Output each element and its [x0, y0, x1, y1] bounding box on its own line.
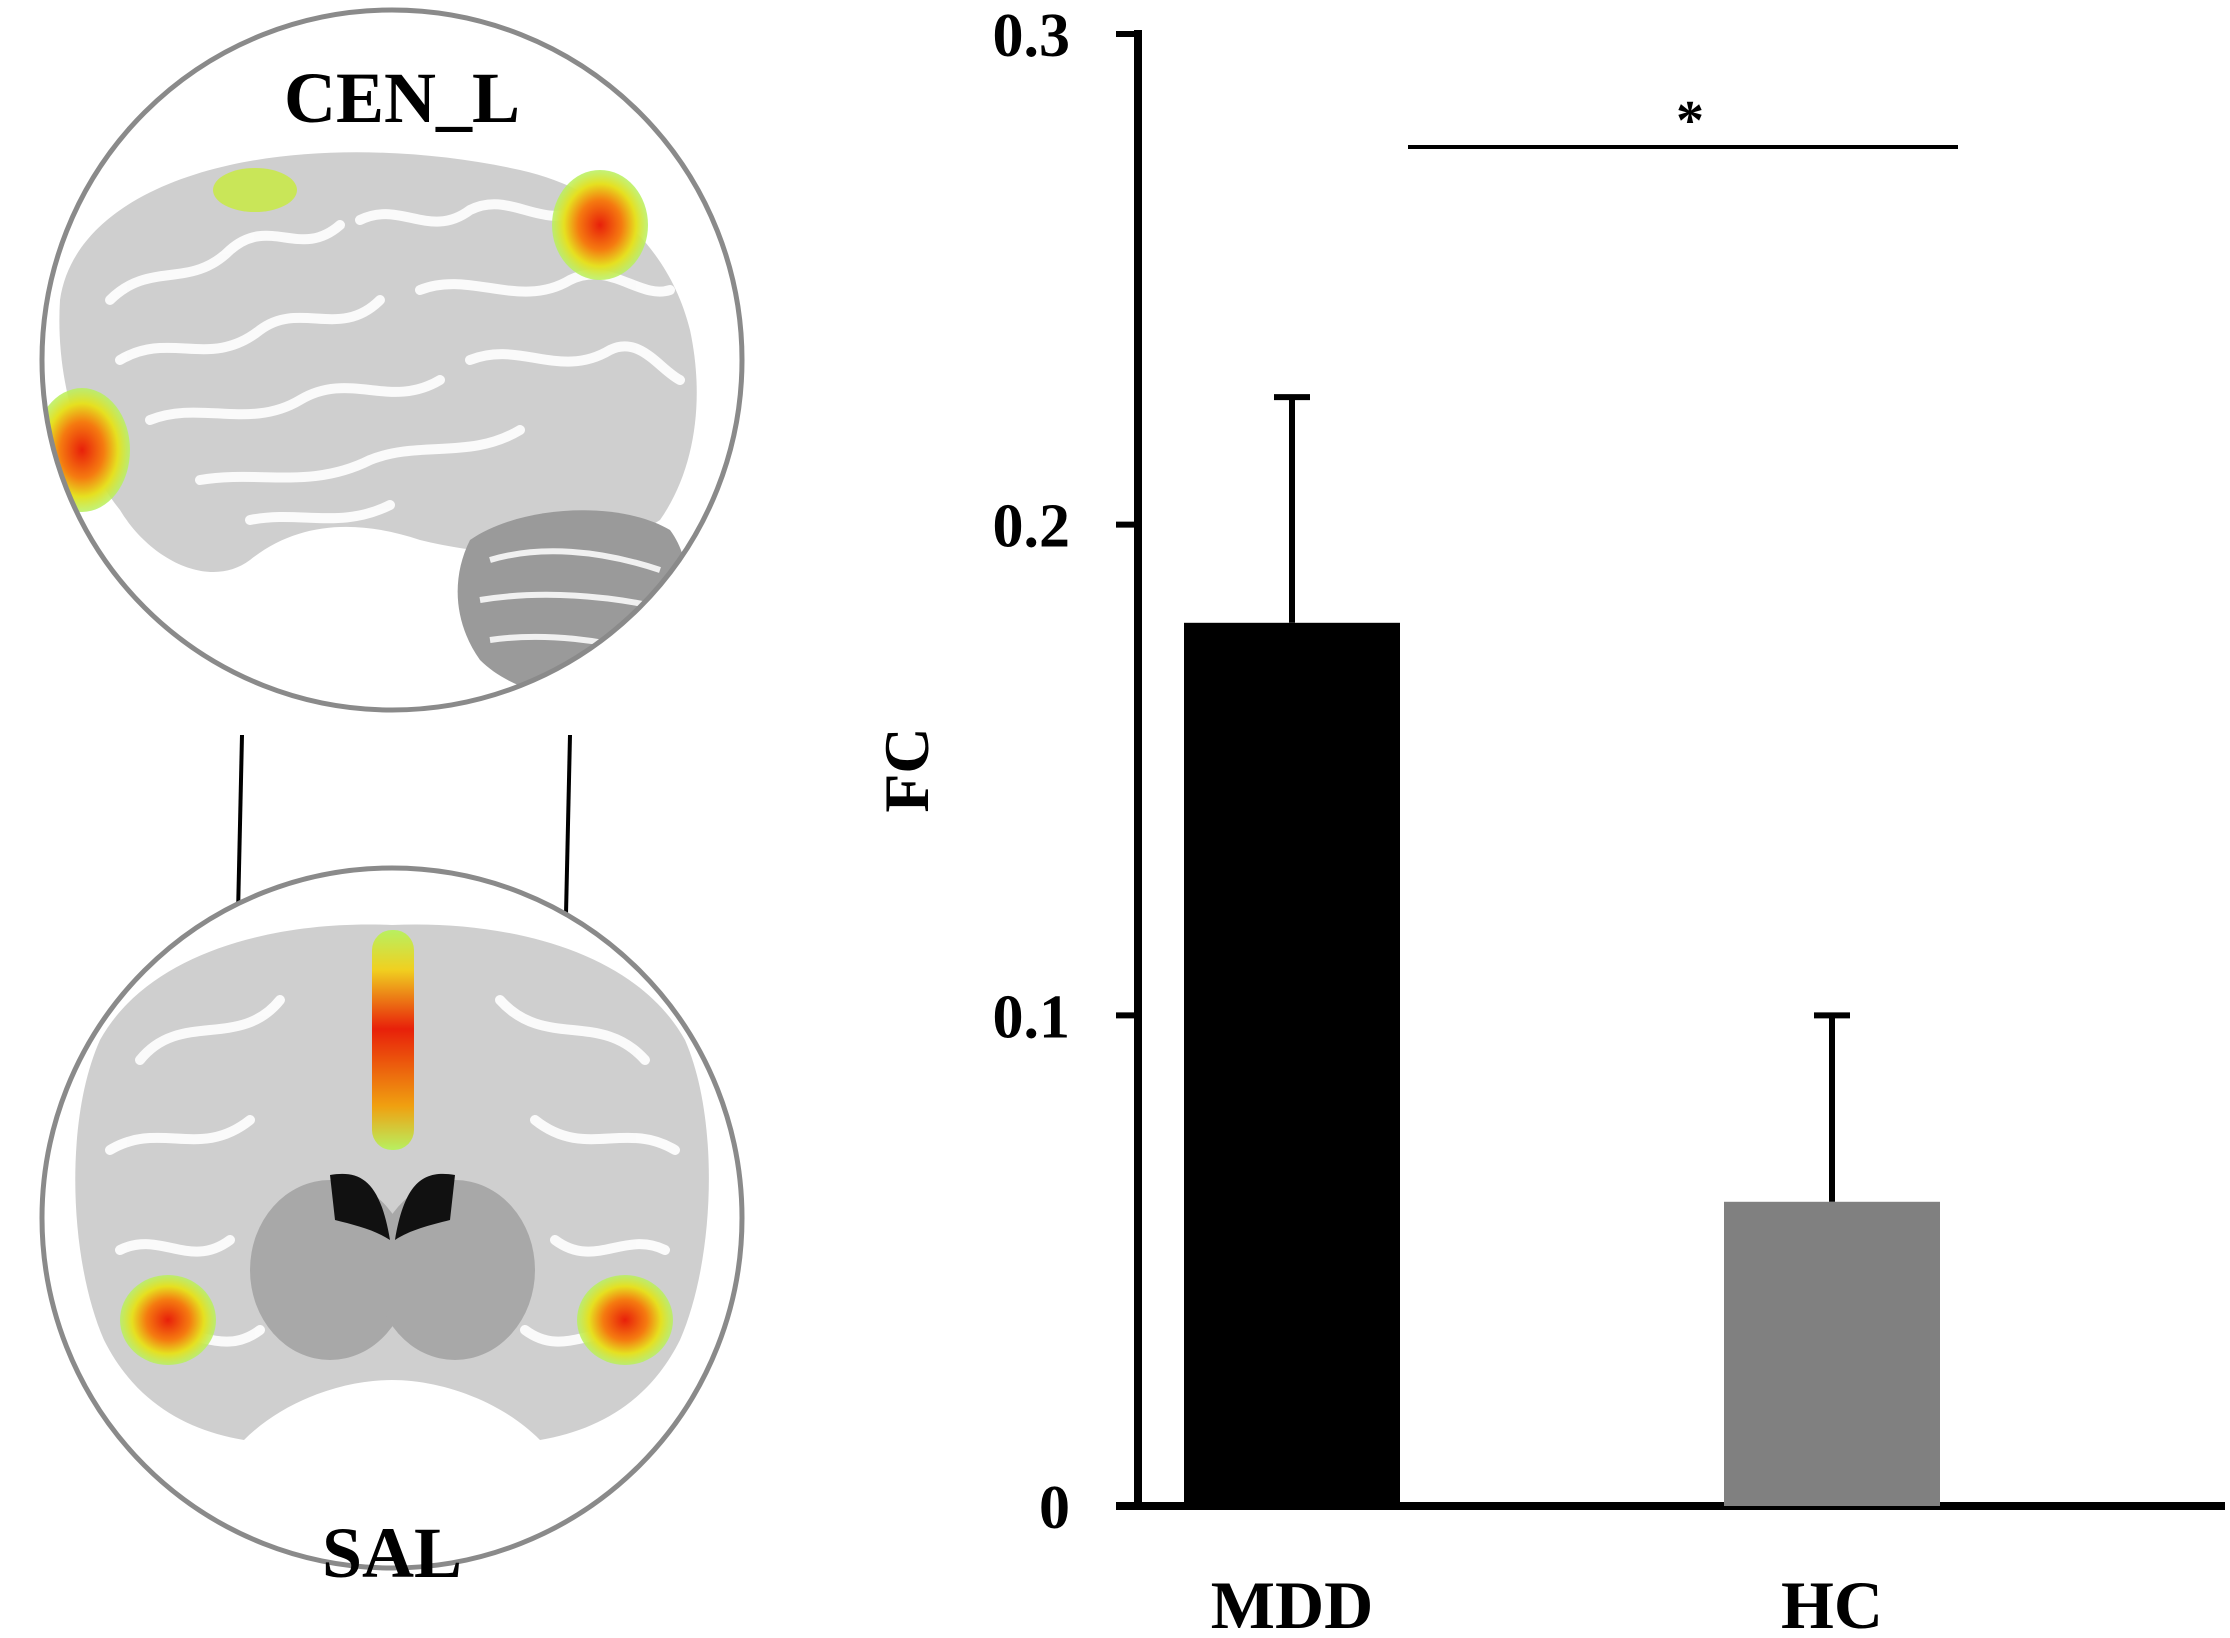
y-tick-label: 0.1 [993, 983, 1071, 1051]
y-axis-label: FC [871, 727, 942, 812]
network-label-top: CEN_L [284, 58, 520, 138]
sagittal-brain-image [39, 7, 745, 713]
connector-line-left [236, 734, 244, 915]
bar-mdd [1184, 622, 1400, 1506]
y-tick-label: 0 [1039, 1474, 1070, 1542]
x-tick-label: MDD [1211, 1567, 1373, 1638]
coronal-brain-image [39, 865, 745, 1571]
connector-line-right [564, 734, 572, 915]
x-tick-label: HC [1781, 1567, 1883, 1638]
bar-hc [1724, 1201, 1940, 1506]
activation-blob [42, 388, 130, 512]
activation-blob [120, 1275, 216, 1365]
y-tick-label: 0.2 [993, 493, 1071, 561]
significance-marker: * [1676, 90, 1704, 152]
brain-panel: CEN_L SAL [39, 7, 745, 1593]
bar-chart: 0 0.1 0.2 0.3 MDD HC * FC [871, 2, 2225, 1638]
activation-blob [577, 1275, 673, 1365]
activation-blob [552, 170, 648, 280]
y-tick-label: 0.3 [993, 2, 1071, 70]
network-label-bottom: SAL [322, 1513, 462, 1593]
activation-blob [213, 168, 297, 212]
activation-blob [372, 930, 414, 1150]
